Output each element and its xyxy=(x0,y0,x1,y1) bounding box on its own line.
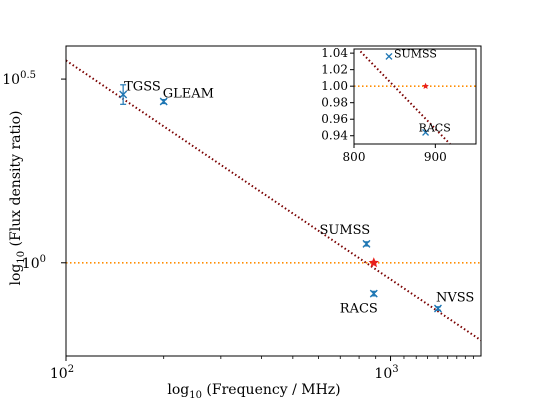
inset-y-tick-label: 1.04 xyxy=(321,46,348,60)
x-tick-label: 103 xyxy=(374,364,398,382)
inset-point-sumss xyxy=(385,52,393,60)
fit-line xyxy=(65,59,482,342)
point-label-sumss: SUMSS xyxy=(319,223,370,238)
inset-reference-star xyxy=(422,82,429,90)
inset-point-racs xyxy=(422,128,430,136)
y-tick-label: 100 xyxy=(22,254,46,272)
x-marker-stroke xyxy=(433,304,442,313)
x-marker-stroke xyxy=(369,289,378,298)
y-axis-title: log10 (Flux density ratio) xyxy=(8,110,27,285)
inset-y-tick-label: 0.96 xyxy=(321,112,348,126)
x-marker-stroke xyxy=(159,97,168,106)
inset-y-tick-label: 1.00 xyxy=(321,79,348,93)
data-point-gleam xyxy=(159,97,168,106)
point-label-nvss: NVSS xyxy=(436,291,474,306)
inset-plot: SUMSS RACS 800 900 1.04 1.02 1.00 0.98 0.96 0.94 xyxy=(321,46,477,164)
inset-y-tick-label: 0.98 xyxy=(321,96,348,110)
reference-star xyxy=(368,257,380,268)
inset-point-label-racs: RACS xyxy=(419,121,451,134)
data-point-sumss xyxy=(362,239,371,248)
inset-x-tick-label: 900 xyxy=(424,150,447,164)
inset-y-tick-label: 1.02 xyxy=(321,63,348,77)
point-label-tgss: TGSS xyxy=(124,79,161,94)
y-tick-label: 100.5 xyxy=(2,70,36,88)
point-label-racs: RACS xyxy=(340,302,378,317)
plot-frame xyxy=(65,45,482,357)
x-marker-stroke xyxy=(422,128,430,136)
x-tick-label: 102 xyxy=(50,364,74,382)
inset-x-tick-label: 800 xyxy=(343,150,366,164)
inset-fit-line xyxy=(359,50,451,145)
main-plot: TGSS GLEAM SUMSS RACS NVSS 102 103 100 100.5 xyxy=(2,45,482,382)
data-point-racs xyxy=(369,289,378,298)
inset-point-label-sumss: SUMSS xyxy=(394,47,437,60)
x-marker-stroke xyxy=(119,90,128,99)
data-point-nvss xyxy=(433,304,442,313)
data-point-tgss xyxy=(119,90,128,99)
inset-frame xyxy=(353,48,477,145)
x-marker-stroke xyxy=(362,239,371,248)
inset-y-tick-label: 0.94 xyxy=(321,129,348,143)
inset-background xyxy=(354,49,476,144)
x-marker-stroke xyxy=(385,52,393,60)
x-axis-title: log10 (Frequency / MHz) xyxy=(167,382,340,400)
point-label-gleam: GLEAM xyxy=(163,87,214,102)
